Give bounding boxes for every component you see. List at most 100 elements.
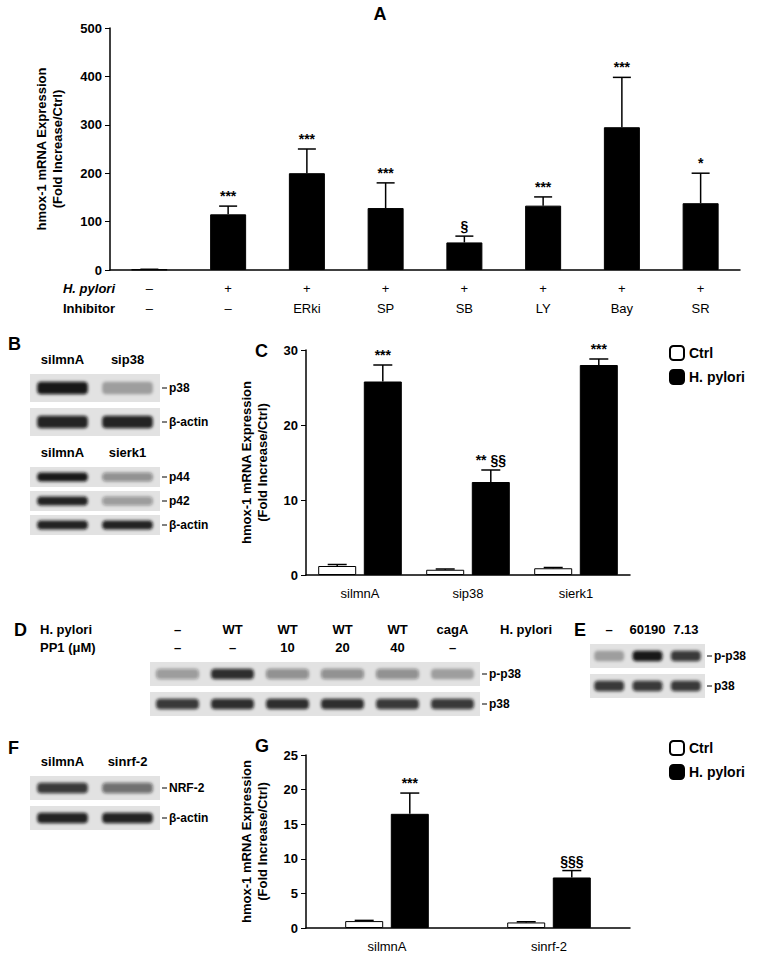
svg-text:***: *** [299, 131, 316, 147]
svg-text:–: – [449, 640, 456, 655]
svg-text:E: E [574, 620, 586, 640]
svg-text:sierk1: sierk1 [109, 445, 147, 460]
svg-text:100: 100 [80, 214, 102, 229]
svg-text:+: + [539, 281, 547, 296]
svg-text:ERki: ERki [293, 301, 321, 316]
svg-text:NRF-2: NRF-2 [169, 781, 205, 795]
svg-text:SP: SP [377, 301, 394, 316]
svg-text:p-p38: p-p38 [489, 667, 521, 681]
svg-text:WT: WT [387, 622, 407, 637]
svg-text:silmnA: silmnA [340, 586, 379, 601]
svg-text:***: *** [375, 347, 392, 363]
svg-text:p-p38: p-p38 [714, 649, 746, 663]
svg-text:0: 0 [291, 921, 298, 936]
svg-text:(Fold Increase/Ctrl): (Fold Increase/Ctrl) [50, 90, 65, 208]
svg-text:hmox-1 mRNA Expression: hmox-1 mRNA Expression [239, 381, 254, 544]
svg-text:+: + [303, 281, 311, 296]
svg-text:C: C [255, 341, 268, 361]
svg-text:p42: p42 [169, 494, 190, 508]
svg-text:***: *** [535, 179, 552, 195]
svg-text:+: + [697, 281, 705, 296]
svg-text:20: 20 [335, 640, 349, 655]
svg-text:30: 30 [284, 343, 298, 358]
svg-text:***: *** [614, 59, 631, 75]
svg-text:Inhibitor: Inhibitor [63, 301, 115, 316]
svg-text:(Fold Increase/Ctrl): (Fold Increase/Ctrl) [255, 403, 270, 521]
svg-text:§: § [460, 218, 468, 234]
svg-text:β-actin: β-actin [169, 811, 208, 825]
svg-text:200: 200 [80, 166, 102, 181]
svg-text:40: 40 [390, 640, 404, 655]
svg-text:+: + [461, 281, 469, 296]
svg-text:PP1 (μM): PP1 (μM) [40, 640, 96, 655]
svg-text:sierk1: sierk1 [559, 586, 594, 601]
svg-text:Ctrl: Ctrl [689, 345, 713, 361]
svg-text:400: 400 [80, 69, 102, 84]
svg-text:cagA: cagA [437, 622, 469, 637]
svg-text:p38: p38 [169, 381, 190, 395]
svg-text:***: *** [402, 775, 419, 791]
svg-text:§§§: §§§ [560, 853, 584, 869]
svg-text:–: – [174, 640, 181, 655]
svg-text:10: 10 [284, 493, 298, 508]
svg-text:LY: LY [536, 301, 551, 316]
svg-text:+: + [382, 281, 390, 296]
svg-text:–: – [606, 622, 613, 637]
svg-text:hmox-1 mRNA Expression: hmox-1 mRNA Expression [34, 68, 49, 231]
svg-text:0: 0 [95, 263, 102, 278]
svg-text:0: 0 [291, 568, 298, 583]
svg-text:WT: WT [332, 622, 352, 637]
svg-text:H. pylori: H. pylori [63, 281, 115, 296]
svg-text:20: 20 [284, 782, 298, 797]
svg-text:–: – [146, 301, 154, 316]
svg-text:p38: p38 [714, 679, 735, 693]
svg-text:(Fold Increase/Ctrl): (Fold Increase/Ctrl) [255, 782, 270, 900]
svg-text:–: – [225, 301, 233, 316]
svg-text:–: – [174, 622, 181, 637]
svg-text:silmnA: silmnA [41, 445, 85, 460]
svg-text:Bay: Bay [611, 301, 634, 316]
svg-text:7.13: 7.13 [673, 622, 698, 637]
svg-text:***: *** [377, 165, 394, 181]
svg-text:silmnA: silmnA [367, 939, 406, 954]
svg-text:sip38: sip38 [111, 352, 144, 367]
svg-text:H. pylori: H. pylori [40, 622, 92, 637]
svg-text:500: 500 [80, 21, 102, 36]
svg-text:***: *** [220, 188, 237, 204]
svg-text:A: A [374, 4, 387, 24]
svg-text:D: D [14, 620, 27, 640]
svg-text:G: G [255, 736, 269, 756]
svg-text:10: 10 [280, 640, 294, 655]
svg-text:10: 10 [284, 851, 298, 866]
svg-text:Ctrl: Ctrl [689, 740, 713, 756]
svg-text:300: 300 [80, 117, 102, 132]
svg-text:+: + [224, 281, 232, 296]
svg-text:+: + [618, 281, 626, 296]
svg-text:60190: 60190 [629, 622, 665, 637]
svg-text:p38: p38 [489, 697, 510, 711]
svg-text:β-actin: β-actin [169, 415, 208, 429]
svg-text:5: 5 [291, 886, 298, 901]
svg-text:** §§: ** §§ [476, 452, 507, 468]
svg-text:H. pylori: H. pylori [689, 369, 745, 385]
svg-text:SR: SR [692, 301, 710, 316]
svg-text:hmox-1 mRNA Expression: hmox-1 mRNA Expression [239, 760, 254, 923]
svg-text:20: 20 [284, 418, 298, 433]
svg-text:SB: SB [456, 301, 473, 316]
svg-text:–: – [229, 640, 236, 655]
svg-text:silmnA: silmnA [41, 754, 85, 769]
svg-text:H. pylori: H. pylori [500, 622, 552, 637]
svg-text:silmnA: silmnA [41, 352, 85, 367]
svg-text:WT: WT [222, 622, 242, 637]
svg-text:sip38: sip38 [452, 586, 483, 601]
svg-text:***: *** [591, 341, 608, 357]
svg-text:sinrf-2: sinrf-2 [108, 754, 148, 769]
svg-text:*: * [698, 155, 704, 171]
svg-text:β-actin: β-actin [169, 518, 208, 532]
svg-text:25: 25 [284, 748, 298, 763]
svg-text:sinrf-2: sinrf-2 [531, 939, 567, 954]
svg-text:F: F [8, 738, 19, 758]
svg-text:WT: WT [277, 622, 297, 637]
svg-text:H. pylori: H. pylori [689, 764, 745, 780]
svg-text:p44: p44 [169, 470, 190, 484]
